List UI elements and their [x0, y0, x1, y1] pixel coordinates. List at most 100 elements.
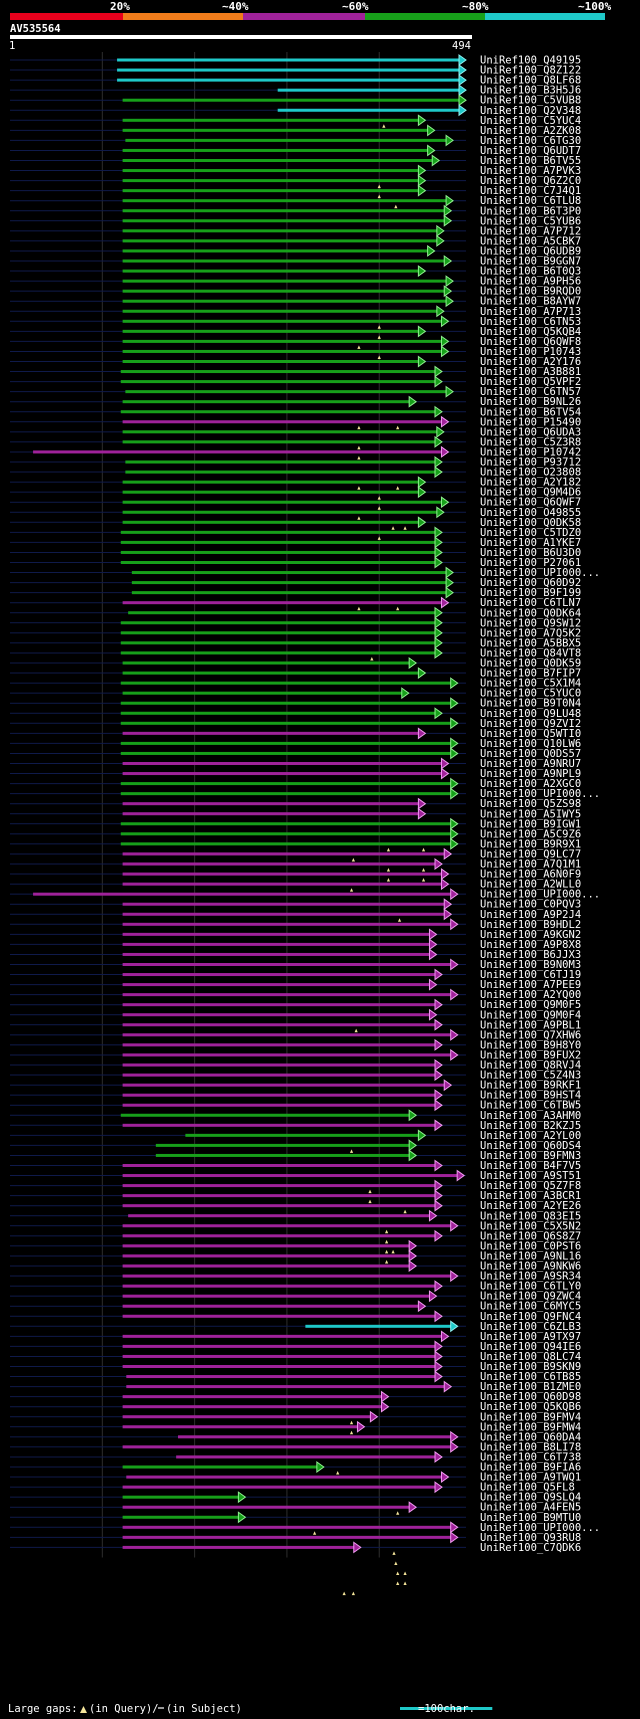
hit-row[interactable]: UniRef100_A9P2J4 [10, 908, 581, 921]
hit-bar[interactable] [122, 299, 448, 303]
hit-row[interactable]: UniRef100_B9IGW1 [10, 817, 581, 830]
hit-row[interactable]: UniRef100_Q0DK59 [10, 657, 581, 670]
hit-row[interactable]: UniRef100_UPI000... [10, 787, 600, 800]
hit-row[interactable]: UniRef100_Q8LF68 [10, 74, 581, 87]
hit-label[interactable]: UniRef100_Q6UDA3 [480, 426, 581, 438]
hit-row[interactable]: UniRef100_A7P713 [10, 305, 581, 318]
hit-bar[interactable] [122, 490, 420, 494]
hit-row[interactable]: UniRef100_B2KZJ5 [10, 1119, 581, 1132]
hit-bar[interactable] [120, 651, 437, 655]
hit-label[interactable]: UniRef100_Q6S8Z7 [480, 1230, 581, 1242]
hit-row[interactable]: UniRef100_P27061 [10, 556, 581, 569]
hit-row[interactable]: UniRef100_O23808 [10, 466, 581, 479]
hit-bar[interactable] [122, 420, 443, 424]
hit-row[interactable]: UniRef100_Q60D98 [10, 1390, 581, 1403]
hit-bar[interactable] [122, 430, 438, 434]
hit-bar[interactable] [122, 1405, 383, 1409]
hit-bar[interactable] [122, 239, 438, 243]
hit-row[interactable]: UniRef100_A4FEN5 [10, 1501, 581, 1514]
hit-row[interactable]: UniRef100_C6MYC5 [10, 1300, 581, 1313]
hit-label[interactable]: UniRef100_C5YUB6 [480, 215, 581, 227]
hit-label[interactable]: UniRef100_A6N0F9 [480, 869, 581, 881]
hit-label[interactable]: UniRef100_Q5Z7F8 [480, 1180, 581, 1192]
hit-row[interactable]: UniRef100_A1YKE7 [10, 536, 581, 549]
hit-bar[interactable] [122, 762, 443, 765]
hit-label[interactable]: UniRef100_B9HST4 [480, 1090, 581, 1102]
hit-bar[interactable] [122, 319, 443, 323]
hit-bar[interactable] [122, 1234, 436, 1238]
hit-bar[interactable] [122, 1294, 431, 1298]
hit-bar[interactable] [122, 209, 446, 213]
hit-bar[interactable] [33, 450, 443, 454]
hit-label[interactable]: UniRef100_C7J4Q1 [480, 185, 581, 197]
hit-bar[interactable] [122, 1023, 436, 1027]
hit-bar[interactable] [122, 169, 420, 173]
hit-label[interactable]: UniRef100_Q0DK59 [480, 658, 581, 670]
hit-row[interactable]: UniRef100_C6TN57 [10, 385, 581, 398]
hit-label[interactable]: UniRef100_A5CBK7 [480, 235, 581, 247]
hit-label[interactable]: UniRef100_C5TDZ0 [480, 527, 581, 539]
hit-label[interactable]: UniRef100_A9P2J4 [480, 909, 581, 921]
hit-row[interactable]: UniRef100_A5CBK7 [10, 234, 581, 247]
hit-label[interactable]: UniRef100_A7PVK3 [480, 165, 581, 177]
hit-bar[interactable] [122, 1425, 359, 1429]
hit-row[interactable]: UniRef100_Q93RU8 [10, 1531, 581, 1544]
hit-bar[interactable] [33, 892, 452, 896]
hit-row[interactable]: UniRef100_C6TB85 [10, 1370, 581, 1383]
hit-row[interactable]: UniRef100_A2ZK08 [10, 124, 581, 137]
hit-label[interactable]: UniRef100_B9H8Y0 [480, 1039, 581, 1051]
hit-label[interactable]: UniRef100_P10742 [480, 446, 581, 458]
hit-label[interactable]: UniRef100_B9N0M3 [480, 959, 581, 971]
hit-label[interactable]: UniRef100_B9R9X1 [480, 838, 581, 850]
hit-bar[interactable] [120, 751, 452, 755]
hit-label[interactable]: UniRef100_A9PBL1 [480, 1019, 581, 1031]
hit-label[interactable]: UniRef100_C6TN57 [480, 386, 581, 398]
hit-row[interactable]: UniRef100_Q7XHW6 [10, 1028, 581, 1041]
hit-bar[interactable] [122, 1395, 383, 1399]
hit-label[interactable]: UniRef100_B3H5J6 [480, 85, 581, 97]
hit-row[interactable]: UniRef100_B9N0M3 [10, 958, 581, 971]
hit-label[interactable]: UniRef100_Q10LW6 [480, 738, 581, 750]
hit-row[interactable]: UniRef100_B9RQD0 [10, 285, 581, 298]
hit-bar[interactable] [122, 1103, 436, 1107]
hit-label[interactable]: UniRef100_C0PQV3 [480, 899, 581, 911]
hit-row[interactable]: UniRef100_B9SKN9 [10, 1360, 581, 1373]
hit-row[interactable]: UniRef100_A9KGN2 [10, 928, 581, 941]
hit-bar[interactable] [122, 912, 446, 916]
hit-bar[interactable] [120, 380, 437, 384]
hit-label[interactable]: UniRef100_Q9SW12 [480, 617, 581, 629]
hit-row[interactable]: UniRef100_Q5KQB6 [10, 1400, 581, 1413]
hit-bar[interactable] [122, 942, 431, 946]
hit-bar[interactable] [122, 862, 436, 866]
hit-bar[interactable] [122, 1545, 355, 1549]
hit-bar[interactable] [122, 159, 434, 162]
hit-label[interactable]: UniRef100_Q8LC74 [480, 1351, 581, 1363]
hit-bar[interactable] [117, 58, 461, 62]
hit-label[interactable]: UniRef100_Q9SLQ4 [480, 1492, 581, 1504]
hit-bar[interactable] [122, 219, 446, 223]
hit-label[interactable]: UniRef100_A9NRU7 [480, 758, 581, 770]
hit-label[interactable]: UniRef100_Q8Z122 [480, 65, 581, 77]
hit-label[interactable]: UniRef100_B1ZME0 [480, 1381, 581, 1393]
hit-row[interactable]: UniRef100_Q6UDB9 [10, 244, 581, 257]
hit-bar[interactable] [122, 1485, 436, 1489]
hit-bar[interactable] [120, 822, 452, 826]
hit-label[interactable]: UniRef100_A7P713 [480, 306, 581, 318]
hit-bar[interactable] [122, 852, 446, 856]
hit-label[interactable]: UniRef100_C6TN53 [480, 316, 581, 328]
hit-bar[interactable] [122, 309, 438, 313]
hit-row[interactable]: UniRef100_A2XGC0 [10, 777, 581, 790]
hit-row[interactable]: UniRef100_B9MTU0 [10, 1511, 581, 1524]
hit-bar[interactable] [122, 963, 452, 966]
hit-bar[interactable] [122, 179, 420, 183]
hit-row[interactable]: UniRef100_Q0DK58 [10, 516, 581, 529]
hit-label[interactable]: UniRef100_A2ZK08 [480, 125, 581, 137]
hit-bar[interactable] [122, 259, 446, 263]
hit-label[interactable]: UniRef100_C6ZLB3 [480, 1321, 581, 1333]
hit-label[interactable]: UniRef100_B9FMV4 [480, 1411, 581, 1423]
hit-label[interactable]: UniRef100_B9NL26 [480, 396, 581, 408]
hit-row[interactable]: UniRef100_Q9M0F4 [10, 1008, 581, 1021]
hit-bar[interactable] [128, 1214, 431, 1218]
hit-row[interactable]: UniRef100_Q49195 [10, 54, 581, 67]
hit-label[interactable]: UniRef100_Q84VT8 [480, 647, 581, 659]
